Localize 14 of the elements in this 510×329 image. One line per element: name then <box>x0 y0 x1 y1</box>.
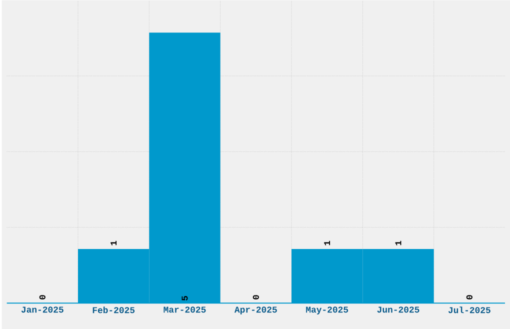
data-label: 0 <box>466 295 472 300</box>
x-tick-label: Mar-2025 <box>164 306 206 313</box>
data-label: 1 <box>324 240 330 246</box>
x-tick-label: May-2025 <box>306 306 348 314</box>
x-tick-label: Apr-2025 <box>234 306 277 314</box>
data-label: 0 <box>252 295 259 300</box>
x-tick-label: Jun-2025 <box>377 306 420 313</box>
data-label: 5 <box>182 296 188 300</box>
data-label: 1 <box>395 240 402 246</box>
data-label: 0 <box>39 295 46 300</box>
x-tick-label: Jul-2025 <box>448 306 490 314</box>
x-tick-label: Jan-2025 <box>21 306 64 313</box>
x-tick-label: Feb-2025 <box>92 306 135 314</box>
data-label: 1 <box>110 240 117 246</box>
